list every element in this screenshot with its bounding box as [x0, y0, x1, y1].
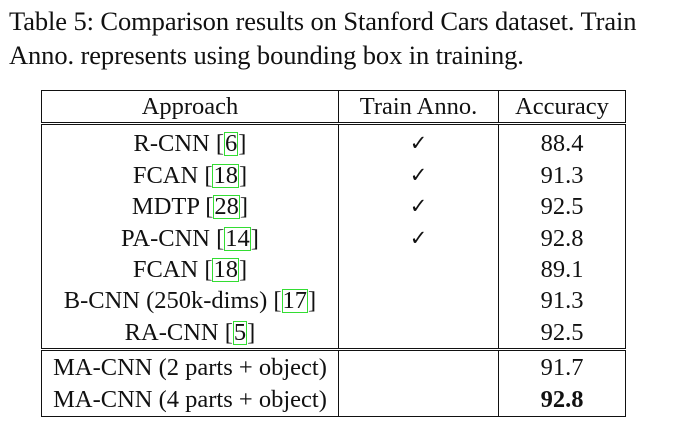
header-row: Approach Train Anno. Accuracy [41, 89, 626, 125]
accuracy-cell: 91.3 [498, 285, 626, 317]
approach-name: MA-CNN (4 parts + object) [41, 383, 339, 418]
accuracy-cell: 88.4 [498, 122, 626, 160]
approach-name: RA-CNN [124, 318, 225, 346]
approach-cell: FCAN [18] [41, 159, 339, 192]
train-anno-check [338, 383, 499, 418]
citation-link[interactable]: 5 [232, 318, 248, 346]
approach-name: FCAN [132, 161, 205, 189]
accuracy-cell: 91.7 [498, 348, 626, 384]
citation-link[interactable]: 14 [224, 224, 251, 252]
approach-name: B-CNN (250k-dims) [63, 287, 274, 315]
approach-cell: MDTP [28] [41, 191, 339, 223]
citation-link[interactable]: 18 [212, 161, 239, 189]
train-anno-check: ✓ [338, 122, 499, 160]
accuracy-cell: 89.1 [498, 254, 626, 286]
accuracy-cell: 92.8 [498, 222, 626, 255]
train-anno-check [338, 316, 499, 350]
baseline-methods: R-CNN [6] ✓ 88.4 FCAN [18] ✓ 91.3 MDTP [… [41, 122, 626, 350]
train-anno-check: ✓ [338, 159, 499, 192]
table-row: PA-CNN [14] ✓ 92.8 [41, 222, 626, 255]
citation-link[interactable]: 18 [212, 256, 239, 284]
table-row: FCAN [18] 89.1 [41, 254, 626, 286]
citation-link[interactable]: 28 [213, 193, 240, 221]
approach-cell: FCAN [18] [41, 254, 339, 286]
approach-name: R-CNN [133, 130, 216, 158]
train-anno-check: ✓ [338, 191, 499, 223]
table-caption: Table 5: Comparison results on Stanford … [9, 4, 693, 72]
header-approach: Approach [41, 89, 339, 125]
table-row: RA-CNN [5] 92.5 [41, 316, 626, 350]
accuracy-cell: 92.5 [498, 191, 626, 223]
citation-link[interactable]: 17 [281, 287, 309, 315]
approach-name: FCAN [132, 256, 205, 284]
train-anno-check [338, 285, 499, 317]
caption-line-2: Anno. represents using bounding box in t… [9, 40, 524, 70]
header-train-anno: Train Anno. [338, 89, 499, 125]
approach-name: PA-CNN [121, 224, 217, 252]
train-anno-check: ✓ [338, 222, 499, 255]
best-accuracy-cell: 92.8 [498, 383, 626, 418]
approach-cell: R-CNN [6] [41, 122, 339, 160]
train-anno-check [338, 348, 499, 384]
table-row: B-CNN (250k-dims) [17] 91.3 [41, 285, 626, 317]
approach-cell: RA-CNN [5] [41, 316, 339, 350]
table-row: MDTP [28] ✓ 92.5 [41, 191, 626, 223]
caption-line-1: Table 5: Comparison results on Stanford … [9, 6, 637, 36]
approach-cell: PA-CNN [14] [41, 222, 339, 255]
table-row: FCAN [18] ✓ 91.3 [41, 159, 626, 192]
train-anno-check [338, 254, 499, 286]
table-row: MA-CNN (4 parts + object) 92.8 [41, 383, 626, 418]
accuracy-cell: 92.5 [498, 316, 626, 350]
table-row: R-CNN [6] ✓ 88.4 [41, 122, 626, 160]
accuracy-cell: 91.3 [498, 159, 626, 192]
approach-name: MA-CNN (2 parts + object) [41, 348, 339, 384]
citation-link[interactable]: 6 [224, 130, 239, 158]
approach-cell: B-CNN (250k-dims) [17] [41, 285, 339, 317]
header-accuracy: Accuracy [498, 89, 626, 125]
proposed-methods: MA-CNN (2 parts + object) 91.7 MA-CNN (4… [41, 348, 626, 418]
results-table: Approach Train Anno. Accuracy R-CNN [6] … [41, 89, 626, 418]
approach-name: MDTP [131, 193, 206, 221]
table-row: MA-CNN (2 parts + object) 91.7 [41, 348, 626, 384]
